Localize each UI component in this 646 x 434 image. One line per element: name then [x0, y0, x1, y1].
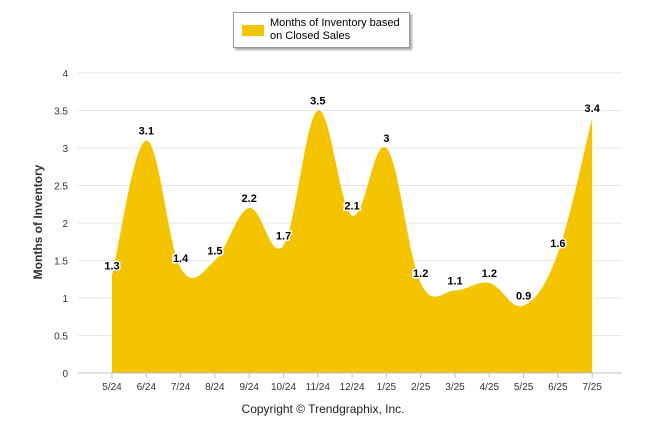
y-tick-label: 4: [62, 69, 68, 80]
legend-swatch: [242, 25, 264, 36]
data-label: 3: [383, 133, 389, 145]
data-label: 1.2: [482, 268, 497, 280]
x-tick-label: 9/24: [239, 382, 259, 393]
x-tick-label: 6/25: [548, 382, 568, 393]
x-tick-label: 3/25: [445, 382, 465, 393]
data-label: 1.5: [207, 246, 222, 258]
data-label: 1.7: [276, 231, 291, 243]
y-tick-label: 0.5: [54, 332, 68, 343]
y-tick-label: 2: [62, 219, 68, 230]
data-label: 1.2: [413, 268, 428, 280]
x-tick-label: 12/24: [340, 382, 365, 393]
x-tick-label: 1/25: [377, 382, 397, 393]
data-label: 1.4: [173, 253, 189, 265]
x-tick-label: 5/25: [514, 382, 534, 393]
data-label: 3.5: [310, 96, 325, 108]
data-labels: 1.3 3.1 1.4 1.5 2.2 1.7 3.5 2.1 3 1.2 1.1 1.2 0.9 1.6…: [103, 94, 602, 304]
area-series: [112, 110, 593, 374]
x-tick-label: 6/24: [137, 382, 157, 393]
data-label: 2.2: [242, 193, 257, 205]
x-tick-label: 7/25: [582, 382, 602, 393]
y-tick-label: 1: [62, 294, 68, 305]
data-label: 3.1: [139, 126, 154, 138]
y-tick-label: 3: [62, 144, 68, 155]
legend-label: Months of Inventory based on Closed Sale…: [270, 17, 400, 42]
y-tick-label: 1.5: [54, 257, 68, 268]
data-label: 1.3: [104, 261, 119, 273]
y-tick-label: 3.5: [54, 107, 68, 118]
x-tick-label: 11/24: [306, 382, 331, 393]
legend[interactable]: Months of Inventory based on Closed Sale…: [233, 12, 410, 48]
data-label: 1.1: [447, 276, 462, 288]
data-label: 2.1: [344, 201, 359, 213]
x-tick-label: 7/24: [171, 382, 191, 393]
x-tick-label: 4/25: [480, 382, 500, 393]
tick-labels: 0 0.5 1 1.5 2 2.5 3 3.5 4 5/24 6/24 7/24 8/24 9/24 10/…: [54, 69, 602, 393]
x-tick-label: 8/24: [205, 382, 225, 393]
area-layer: [112, 110, 593, 374]
x-tick-label: 2/25: [411, 382, 431, 393]
y-tick-label: 0: [62, 369, 68, 380]
x-tick-label: 5/24: [102, 382, 122, 393]
copyright-text: Copyright © Trendgraphix, Inc.: [241, 402, 405, 416]
data-label: 0.9: [516, 291, 531, 303]
data-label: 3.4: [585, 103, 601, 115]
y-tick-label: 2.5: [54, 182, 68, 193]
data-label: 1.6: [550, 238, 565, 250]
x-tick-label: 10/24: [271, 382, 296, 393]
axes: [78, 372, 622, 378]
y-axis-title: Months of Inventory: [31, 164, 45, 280]
